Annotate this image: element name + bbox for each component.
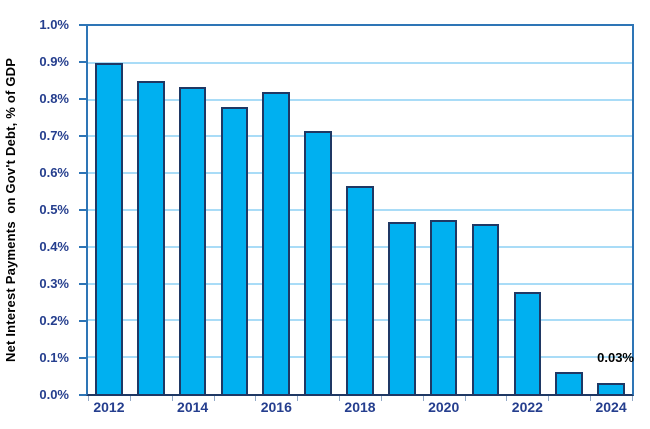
bar-2016: [262, 91, 291, 394]
x-tickmark: [297, 396, 299, 401]
x-tickmark: [590, 396, 592, 401]
data-label-2024: 0.03%: [597, 350, 634, 365]
x-tick-label-empty: [465, 399, 507, 415]
bar-2017: [304, 130, 332, 394]
y-tickmark: [79, 283, 87, 285]
bar-slot-2013: [130, 26, 172, 394]
bar-slot-2023: [548, 26, 590, 394]
bar-2023: [555, 371, 583, 394]
x-tickmark: [255, 396, 257, 401]
plot-area: [86, 24, 634, 396]
x-tickmark: [632, 396, 633, 401]
bar-2012: [95, 62, 123, 394]
x-tickmark: [380, 396, 382, 401]
x-tickmark: [339, 396, 341, 401]
bar-slot-2017: [297, 26, 339, 394]
x-tick-label-empty: [297, 399, 339, 415]
y-tickmark: [79, 246, 87, 248]
y-tick-label: 0.0%: [39, 387, 69, 402]
x-tick-label: 2012: [93, 399, 125, 415]
bar-slot-2021: [465, 26, 507, 394]
x-tickmark: [506, 396, 508, 401]
bar-2024: [597, 382, 625, 394]
y-tick-label: 0.2%: [39, 313, 69, 328]
bar-slot-2015: [214, 26, 256, 394]
bar-slot-2014: [172, 26, 214, 394]
y-tick-label: 1.0%: [39, 17, 69, 32]
bar-2021: [471, 223, 500, 394]
y-tickmark: [79, 98, 87, 100]
y-tickmark: [79, 135, 87, 137]
bar-series: [88, 26, 632, 394]
y-tick-label: 0.7%: [39, 128, 69, 143]
bar-2020: [429, 219, 458, 394]
gridline: [88, 61, 632, 64]
x-tickmark: [213, 396, 215, 401]
gridline: [88, 135, 632, 138]
y-axis-tickmarks: [79, 24, 87, 396]
bar-2018: [346, 186, 374, 394]
y-tickmark: [79, 320, 87, 322]
x-tick-label-empty: [130, 399, 172, 415]
bar-slot-2016: [255, 26, 297, 394]
y-tick-label: 0.6%: [39, 165, 69, 180]
bar-slot-2024: [590, 26, 632, 394]
x-tickmark: [548, 396, 550, 401]
x-tick-label-empty: [214, 399, 256, 415]
x-tick-label: 2024: [595, 399, 627, 415]
bar-2013: [136, 81, 165, 394]
x-tick-label: 2020: [428, 399, 460, 415]
bar-2014: [178, 86, 207, 394]
x-tick-label: 2022: [511, 399, 543, 415]
y-tick-label: 0.5%: [39, 202, 69, 217]
x-tickmark: [422, 396, 424, 401]
y-tickmark: [79, 172, 87, 174]
x-tick-label: 2014: [177, 399, 209, 415]
y-tickmark: [79, 61, 87, 63]
y-tickmark: [79, 357, 87, 359]
y-tick-label: 0.9%: [39, 54, 69, 69]
bar-2022: [513, 291, 542, 394]
y-tick-label: 0.3%: [39, 276, 69, 291]
bar-2015: [220, 106, 249, 394]
x-axis-tickmarks: [88, 396, 633, 401]
x-tick-label: 2018: [344, 399, 376, 415]
x-axis-labels: 2012 2014 2016 2018 2020 2022 2024: [88, 399, 632, 415]
bar-slot-2019: [381, 26, 423, 394]
y-tick-label: 0.8%: [39, 91, 69, 106]
x-tickmark: [464, 396, 466, 401]
x-tick-label-empty: [548, 399, 590, 415]
y-axis-tick-labels: 0.0% 0.1% 0.2% 0.3% 0.4% 0.5% 0.6% 0.7% 0.8% 0.9%…: [0, 17, 78, 402]
x-tickmark: [129, 396, 131, 401]
x-tick-label: 2016: [260, 399, 292, 415]
y-tickmark: [79, 209, 87, 211]
gridline: [88, 172, 632, 175]
bar-slot-2022: [506, 26, 548, 394]
bar-slot-2018: [339, 26, 381, 394]
y-tick-label: 0.4%: [39, 239, 69, 254]
bar-2019: [388, 221, 416, 394]
x-tickmark: [171, 396, 173, 401]
x-tick-label-empty: [381, 399, 423, 415]
x-tickmark: [88, 396, 89, 401]
y-tickmark: [79, 394, 87, 396]
y-tick-label: 0.1%: [39, 350, 69, 365]
bar-slot-2020: [423, 26, 465, 394]
gridline: [88, 98, 632, 101]
bar-slot-2012: [88, 26, 130, 394]
y-tickmark: [79, 24, 87, 26]
